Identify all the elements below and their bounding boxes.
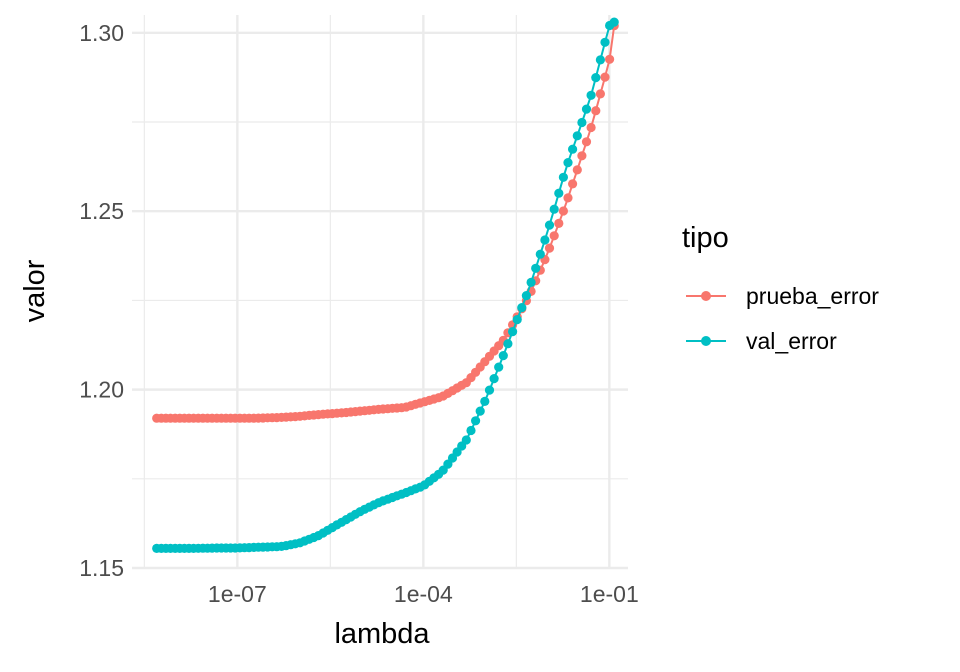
data-point	[526, 277, 536, 287]
data-point	[549, 204, 559, 214]
data-point	[535, 249, 545, 259]
legend-label-val-error: val_error	[746, 328, 837, 354]
data-point	[507, 327, 518, 337]
data-point	[512, 315, 522, 325]
data-point	[544, 220, 555, 230]
y-tick-label: 1.25	[79, 198, 124, 224]
legend-item-val-error: val_error	[686, 328, 837, 354]
data-point	[531, 263, 541, 273]
data-point	[600, 37, 610, 47]
data-point	[577, 117, 587, 128]
data-point	[471, 416, 481, 426]
legend-title: tipo	[682, 222, 729, 254]
data-point	[466, 425, 476, 436]
legend-item-prueba-error: prueba_error	[686, 283, 879, 309]
data-point	[586, 122, 596, 133]
series-line-val-error	[156, 21, 615, 550]
data-point	[591, 73, 601, 83]
data-point	[475, 406, 485, 416]
data-point	[605, 54, 615, 64]
data-point	[544, 243, 555, 253]
data-point	[568, 179, 578, 189]
data-point	[563, 158, 573, 168]
data-point	[586, 90, 596, 100]
data-point	[461, 435, 471, 445]
data-point	[568, 144, 578, 154]
x-axis-title: lambda	[334, 618, 430, 650]
series-line-prueba-error	[156, 25, 616, 420]
data-point	[554, 218, 564, 228]
series-layer	[152, 17, 619, 554]
data-point	[549, 231, 559, 241]
data-point	[521, 291, 532, 301]
data-point	[503, 339, 513, 349]
data-point	[577, 151, 587, 161]
y-tick-label: 1.30	[79, 20, 124, 46]
data-point	[581, 104, 592, 114]
y-tick-label: 1.15	[79, 555, 124, 581]
data-point	[517, 303, 527, 313]
data-point	[484, 385, 495, 395]
x-tick-label: 1e-07	[208, 581, 267, 607]
legend-key-point-val-error	[701, 336, 711, 346]
data-point	[572, 131, 582, 141]
legend: tipo prueba_error val_error	[682, 222, 879, 354]
data-point	[489, 374, 499, 384]
data-point	[540, 235, 550, 245]
data-point	[554, 188, 564, 198]
series-val-error	[152, 17, 619, 554]
data-point	[480, 396, 490, 406]
legend-label-prueba-error: prueba_error	[746, 283, 879, 309]
tick-labels: 1.15 1.20 1.25 1.30 1e-07 1e-04 1e-01	[79, 20, 639, 607]
data-point	[558, 172, 569, 182]
data-point	[581, 137, 592, 147]
data-point	[558, 206, 569, 216]
data-point	[600, 72, 610, 82]
data-point	[572, 165, 582, 175]
legend-key-point-prueba-error	[701, 291, 711, 301]
y-tick-label: 1.20	[79, 377, 124, 403]
x-tick-label: 1e-04	[394, 581, 453, 607]
data-point	[595, 55, 606, 65]
data-point	[494, 362, 504, 372]
x-tick-label: 1e-01	[580, 581, 639, 607]
y-axis-title: valor	[19, 259, 51, 322]
data-point	[498, 351, 508, 361]
data-point	[595, 89, 606, 99]
data-point	[591, 106, 601, 116]
data-point	[609, 17, 619, 27]
data-point	[563, 193, 573, 203]
grid	[132, 15, 628, 570]
